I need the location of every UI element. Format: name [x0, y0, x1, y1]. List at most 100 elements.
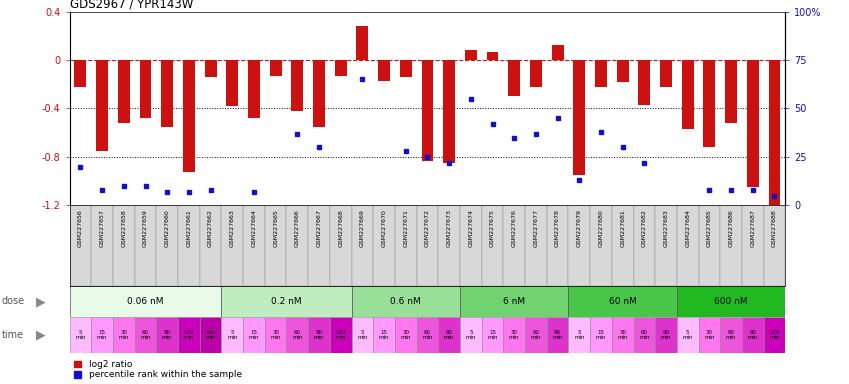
Text: GSM227658: GSM227658 — [121, 210, 127, 247]
Text: 5
min: 5 min — [357, 329, 368, 341]
Bar — [677, 205, 699, 286]
Bar — [655, 317, 677, 353]
Bar — [481, 317, 503, 353]
Bar — [270, 60, 282, 76]
Bar — [286, 205, 308, 286]
Text: 60
min: 60 min — [726, 329, 736, 341]
Text: GSM227660: GSM227660 — [165, 210, 170, 247]
Text: GSM227661: GSM227661 — [187, 210, 191, 247]
Text: 0.2 nM: 0.2 nM — [271, 297, 301, 306]
Bar — [205, 60, 216, 77]
Bar — [481, 205, 503, 286]
Bar — [763, 317, 785, 353]
Bar — [460, 286, 569, 317]
Bar — [699, 205, 720, 286]
Text: GSM227673: GSM227673 — [447, 210, 452, 247]
Bar — [525, 205, 547, 286]
Bar — [417, 317, 438, 353]
Text: 30
min: 30 min — [401, 329, 411, 341]
Text: 60 nM: 60 nM — [609, 297, 637, 306]
Text: 15
min: 15 min — [379, 329, 390, 341]
Bar — [747, 60, 759, 187]
Text: GDS2967 / YPR143W: GDS2967 / YPR143W — [70, 0, 193, 10]
Text: 15
min: 15 min — [249, 329, 259, 341]
Bar — [509, 60, 520, 96]
Text: 30
min: 30 min — [617, 329, 628, 341]
Bar — [161, 60, 173, 127]
Bar — [660, 60, 672, 87]
Bar — [438, 317, 460, 353]
Bar — [465, 50, 477, 60]
Bar — [286, 317, 308, 353]
Bar — [378, 60, 390, 81]
Bar — [417, 205, 438, 286]
Bar — [720, 205, 742, 286]
Bar — [699, 317, 720, 353]
Bar — [590, 317, 612, 353]
Bar — [75, 60, 87, 87]
Text: GSM227680: GSM227680 — [599, 210, 604, 247]
Bar — [742, 205, 763, 286]
Bar — [704, 60, 716, 147]
Legend: log2 ratio, percentile rank within the sample: log2 ratio, percentile rank within the s… — [74, 360, 242, 379]
Text: 30
min: 30 min — [119, 329, 129, 341]
Text: 90
min: 90 min — [553, 329, 563, 341]
Bar — [374, 317, 395, 353]
Bar — [265, 317, 286, 353]
Text: GSM227675: GSM227675 — [490, 210, 495, 247]
Text: 30
min: 30 min — [704, 329, 715, 341]
Bar — [486, 51, 498, 60]
Text: GSM227666: GSM227666 — [295, 210, 300, 247]
Text: 5
min: 5 min — [465, 329, 476, 341]
Bar — [178, 317, 200, 353]
Bar — [503, 317, 525, 353]
Bar — [569, 205, 590, 286]
Bar — [265, 205, 286, 286]
Text: GSM227688: GSM227688 — [772, 210, 777, 247]
Text: 15
min: 15 min — [596, 329, 606, 341]
Text: GSM227681: GSM227681 — [620, 210, 625, 247]
Bar — [357, 26, 368, 60]
Bar — [742, 317, 763, 353]
Bar — [291, 60, 303, 111]
Text: 60
min: 60 min — [140, 329, 151, 341]
Bar — [374, 205, 395, 286]
Text: GSM227674: GSM227674 — [469, 210, 474, 247]
Bar — [460, 317, 481, 353]
Bar — [156, 317, 178, 353]
Bar — [308, 205, 330, 286]
Bar — [395, 317, 417, 353]
Bar — [118, 60, 130, 123]
Text: GSM227672: GSM227672 — [425, 210, 430, 247]
Bar — [569, 286, 677, 317]
Text: 15
min: 15 min — [97, 329, 108, 341]
Text: 90
min: 90 min — [444, 329, 454, 341]
Bar — [677, 317, 699, 353]
Text: GSM227676: GSM227676 — [512, 210, 517, 247]
Bar — [768, 60, 780, 208]
Bar — [243, 317, 265, 353]
Bar — [547, 317, 569, 353]
Bar — [460, 205, 481, 286]
Bar — [638, 60, 650, 105]
Text: ▶: ▶ — [36, 295, 45, 308]
Bar — [330, 205, 351, 286]
Bar — [612, 205, 633, 286]
Bar — [92, 317, 113, 353]
Text: 0.6 nM: 0.6 nM — [391, 297, 421, 306]
Bar — [547, 205, 569, 286]
Text: 90
min: 90 min — [661, 329, 672, 341]
Bar — [763, 205, 785, 286]
Text: GSM227686: GSM227686 — [728, 210, 734, 247]
Bar — [400, 60, 412, 77]
Bar — [503, 205, 525, 286]
Text: 90
min: 90 min — [314, 329, 324, 341]
Bar — [222, 205, 243, 286]
Text: 150
min: 150 min — [205, 329, 216, 341]
Bar — [243, 205, 265, 286]
Text: GSM227664: GSM227664 — [251, 210, 256, 247]
Bar — [395, 205, 417, 286]
Text: 30
min: 30 min — [270, 329, 281, 341]
Text: GSM227659: GSM227659 — [143, 210, 148, 247]
Bar — [569, 317, 590, 353]
